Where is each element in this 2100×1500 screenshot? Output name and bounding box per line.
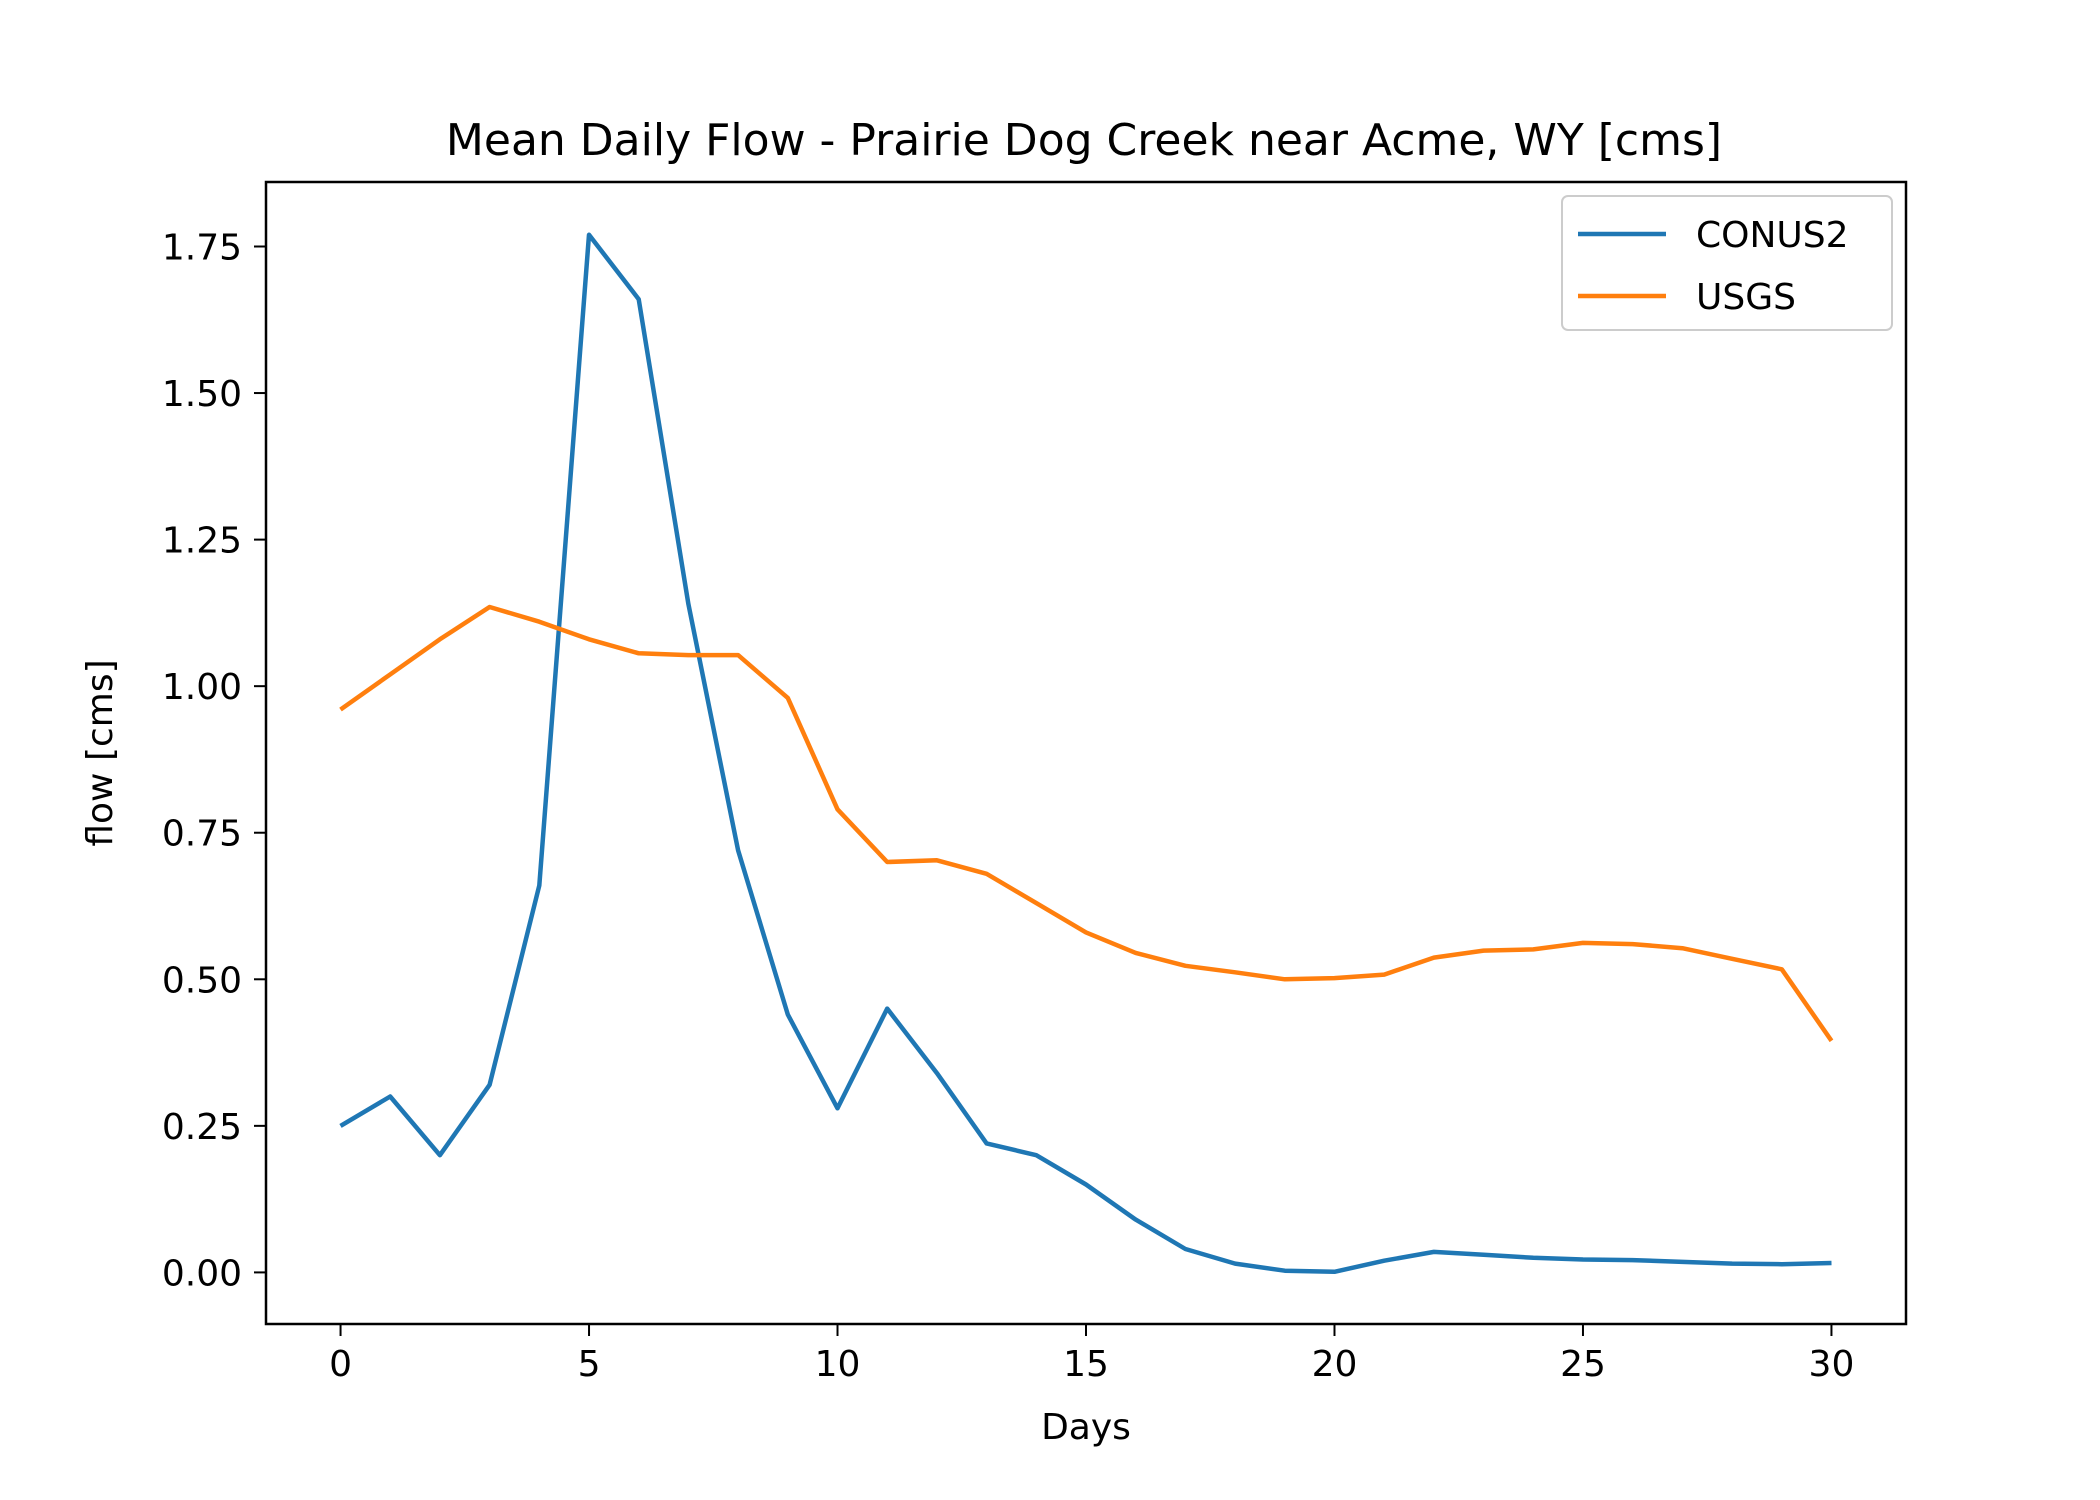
y-tick-label: 0.50 bbox=[162, 960, 242, 1001]
x-tick-label: 25 bbox=[1560, 1344, 1606, 1385]
x-tick-label: 0 bbox=[329, 1344, 352, 1385]
y-tick-label: 0.75 bbox=[162, 814, 242, 855]
x-tick-label: 30 bbox=[1809, 1344, 1855, 1385]
series-line-conus2 bbox=[339, 232, 1832, 1275]
x-tick-label: 10 bbox=[815, 1344, 861, 1385]
x-tick-label: 5 bbox=[578, 1344, 601, 1385]
legend-label-usgs: USGS bbox=[1696, 277, 1796, 318]
y-tick-label: 0.25 bbox=[162, 1107, 242, 1148]
y-tick-label: 1.75 bbox=[162, 227, 242, 268]
y-tick-label: 1.25 bbox=[162, 521, 242, 562]
y-axis-label: flow [cms] bbox=[80, 659, 121, 846]
y-tick-label: 1.50 bbox=[162, 374, 242, 415]
y-tick-label: 0.00 bbox=[162, 1253, 242, 1294]
y-tick-label: 1.00 bbox=[162, 667, 242, 708]
x-tick-label: 20 bbox=[1312, 1344, 1358, 1385]
legend-label-conus2: CONUS2 bbox=[1696, 215, 1849, 256]
x-axis: 0 5 10 15 20 25 30 bbox=[329, 1324, 1854, 1385]
axes-frame bbox=[264, 180, 1908, 1326]
chart-title: Mean Daily Flow - Prairie Dog Creek near… bbox=[446, 115, 1722, 166]
series-line-usgs bbox=[339, 604, 1834, 1043]
x-tick-label: 15 bbox=[1063, 1344, 1109, 1385]
x-axis-label: Days bbox=[1041, 1407, 1131, 1448]
y-axis: 0.00 0.25 0.50 0.75 1.00 1.25 1.50 1.75 bbox=[162, 227, 266, 1294]
legend: CONUS2 USGS bbox=[1561, 195, 1893, 331]
plot-area bbox=[339, 232, 1834, 1275]
